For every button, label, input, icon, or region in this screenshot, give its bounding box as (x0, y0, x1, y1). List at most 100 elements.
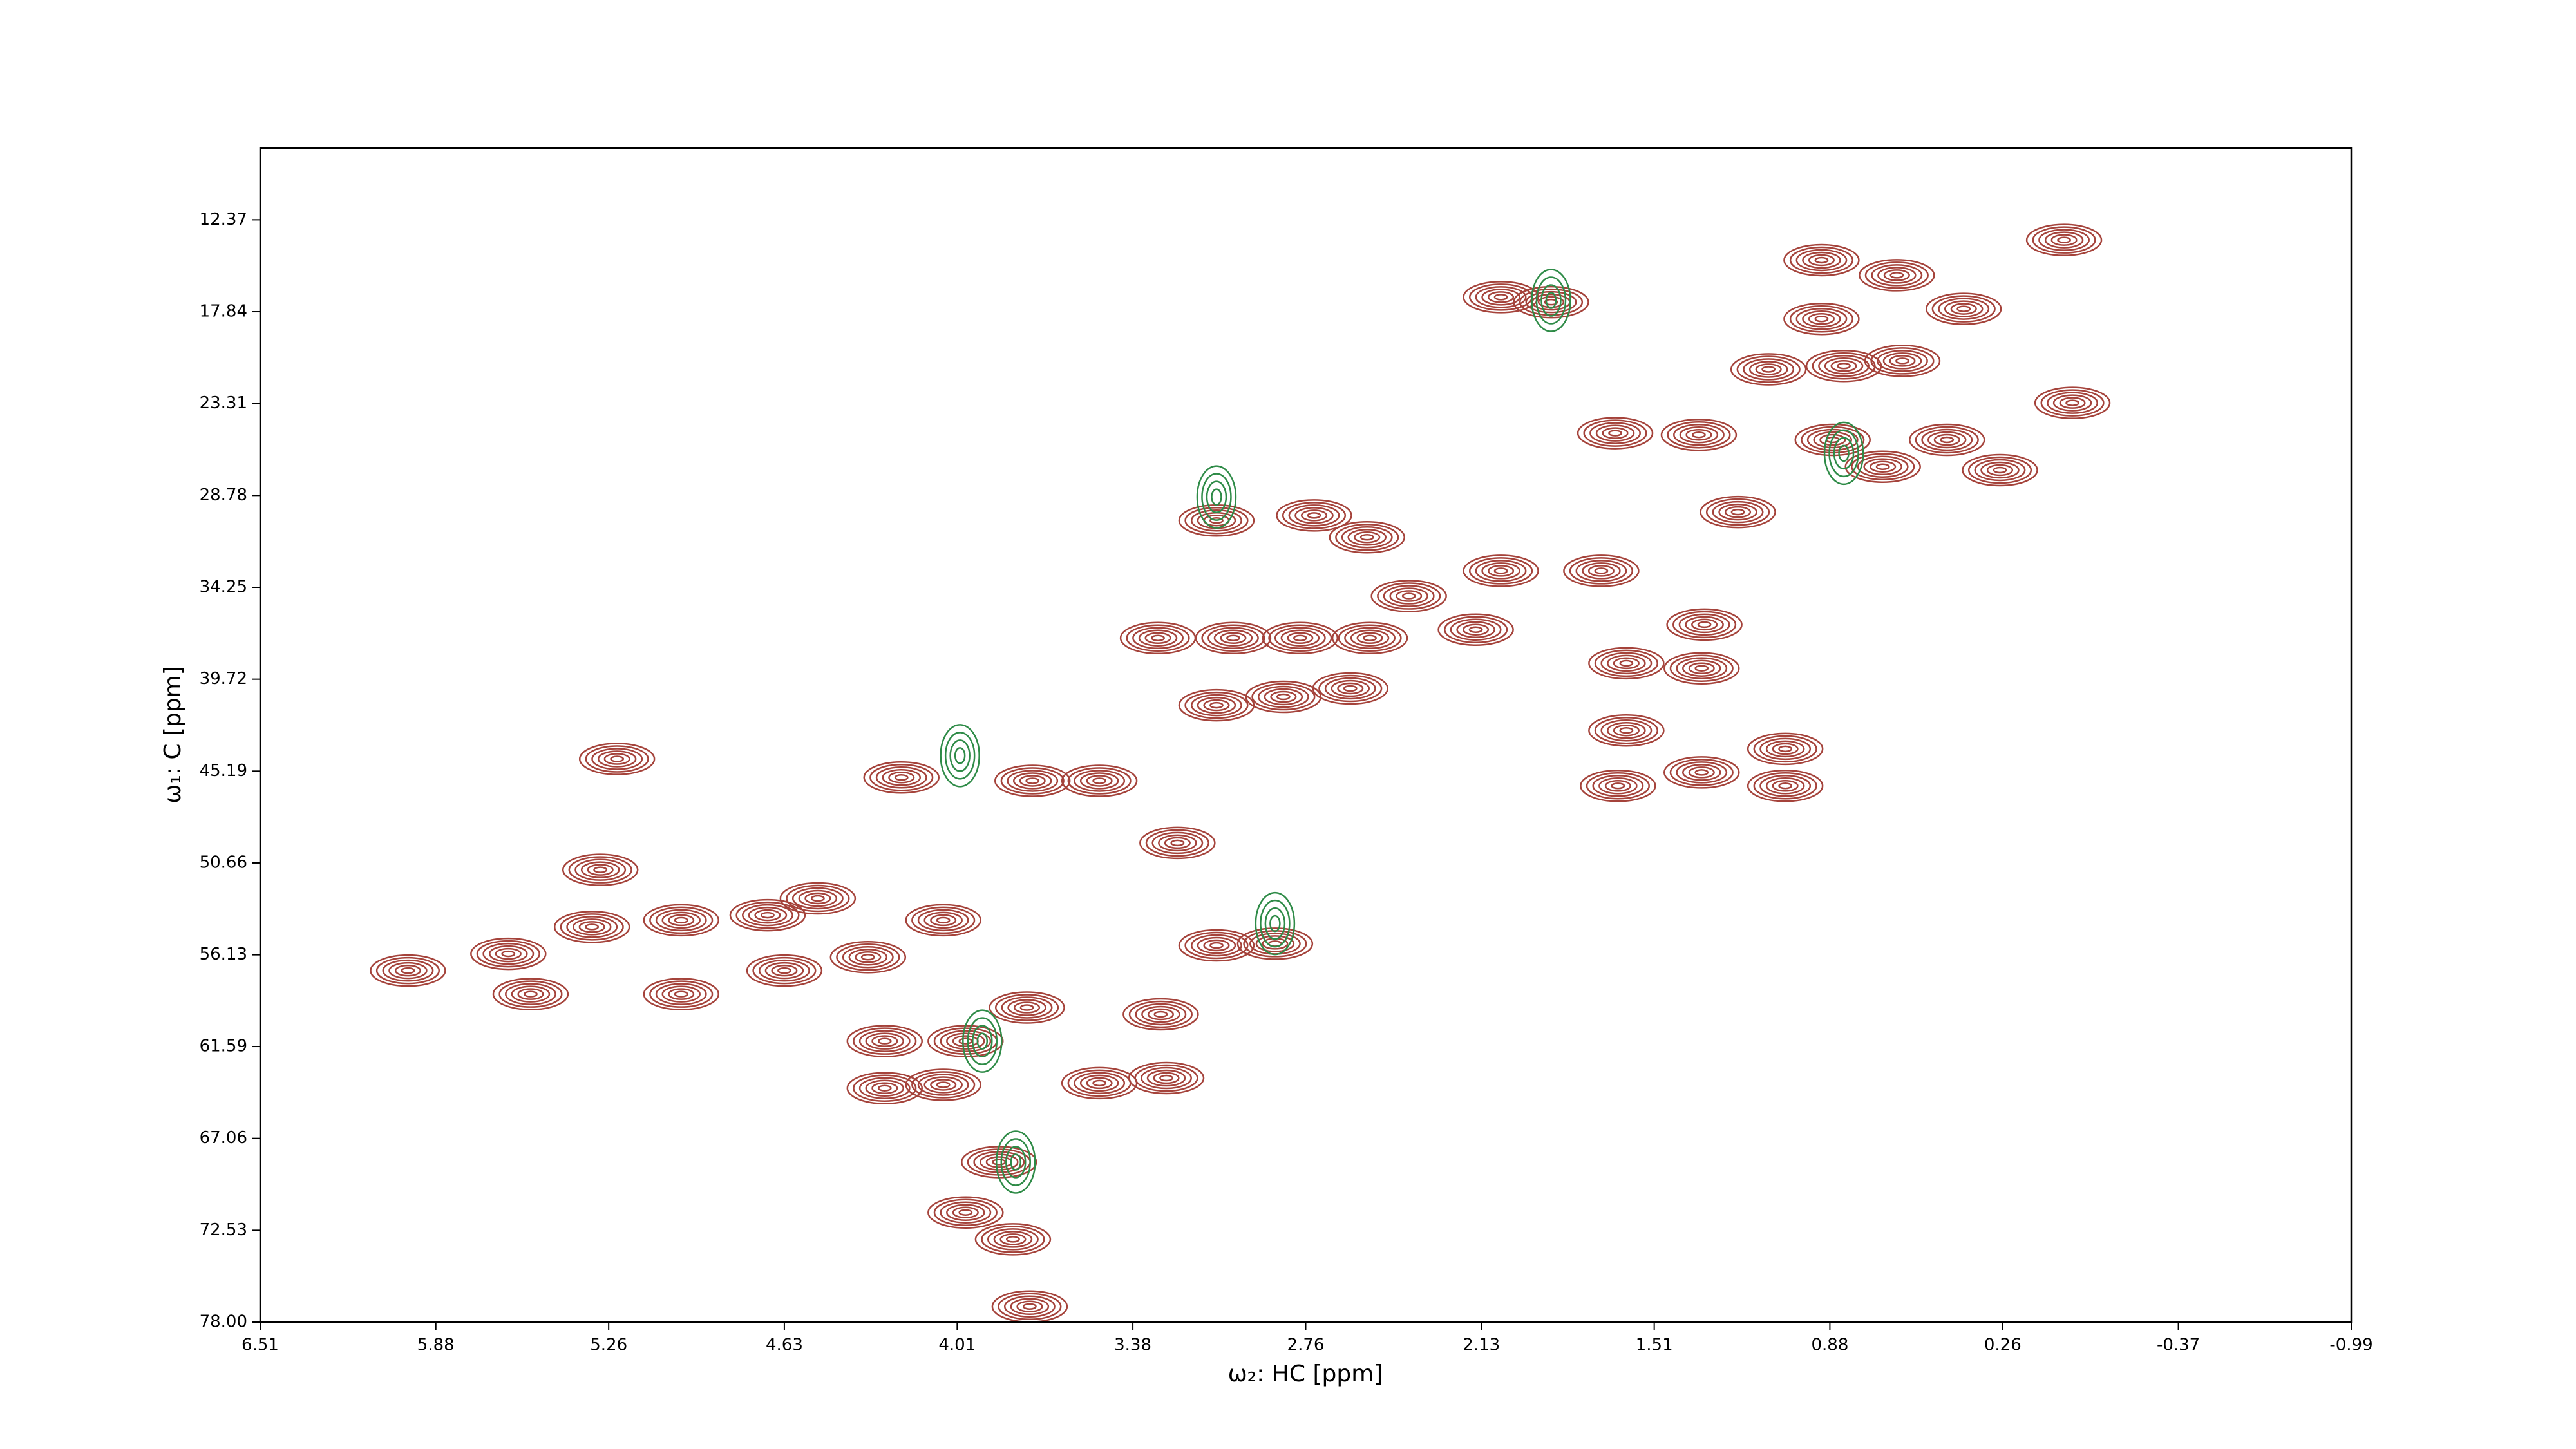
contour-level (791, 887, 844, 910)
contour-level (1613, 724, 1640, 737)
contour-level (1487, 291, 1515, 303)
contour-level (1870, 347, 1935, 375)
contour-level (930, 1079, 957, 1091)
contour-level (1153, 1072, 1180, 1084)
contour-level (1331, 679, 1370, 697)
contour-level (643, 904, 719, 937)
peak (1312, 672, 1389, 705)
contour-level (1086, 1077, 1113, 1090)
contour-level (1705, 498, 1770, 526)
contour-level (1519, 288, 1584, 316)
peak (846, 1025, 923, 1057)
contour-level (1882, 352, 1922, 370)
peak (1563, 554, 1640, 587)
contour-level (1255, 935, 1295, 952)
contour-level (505, 983, 556, 1005)
contour-level (1276, 693, 1291, 701)
contour-level (1962, 453, 2038, 487)
contour-level (2057, 236, 2071, 243)
contour-level (1588, 647, 1665, 680)
contour-level (954, 747, 966, 764)
contour-level (1863, 458, 1902, 475)
contour-level (1575, 560, 1627, 582)
contour-level (1128, 1061, 1205, 1095)
contour-level (1468, 557, 1533, 585)
contour-level (1755, 363, 1782, 375)
peak (746, 954, 823, 987)
y-tick-label: 78.00 (200, 1312, 247, 1332)
contour-level (1600, 652, 1653, 675)
contour-level (1141, 1005, 1180, 1023)
contour-level (1795, 307, 1848, 330)
contour-level (1838, 444, 1850, 462)
contour-level (987, 1228, 1039, 1251)
contour-level (1513, 285, 1589, 319)
contour-level (1944, 300, 1984, 317)
contour-level (1673, 423, 1725, 446)
contour-level (1159, 1074, 1173, 1082)
contour-level (2025, 223, 2103, 256)
contour-level (936, 916, 951, 924)
peak (1119, 621, 1197, 655)
contour-level (985, 1156, 1012, 1168)
contour-level (853, 1074, 917, 1102)
contour-level (1184, 691, 1249, 719)
contour-level (501, 950, 516, 958)
contour-level (836, 943, 900, 971)
contour-level (2052, 394, 2092, 412)
contour-level (1679, 426, 1719, 444)
contour-level (871, 1082, 898, 1094)
contour-level (1211, 488, 1222, 506)
contour-level (1276, 499, 1352, 532)
contour-level (661, 911, 701, 929)
y-tick-label: 56.13 (200, 945, 247, 964)
contour-level (498, 980, 563, 1008)
contour-level (1287, 632, 1314, 645)
contour-level (1525, 290, 1577, 314)
contour-level (1079, 1074, 1119, 1092)
peak (1962, 453, 2038, 487)
contour-level (855, 951, 882, 963)
contour-level (1724, 506, 1752, 518)
contour-level (1830, 360, 1857, 372)
contour-level (1086, 775, 1113, 787)
contour-level (1067, 767, 1132, 795)
contour-level (1660, 418, 1738, 451)
contour-level (1678, 613, 1730, 636)
contour-level (382, 959, 434, 982)
contour-level (1730, 508, 1745, 516)
peak (1331, 621, 1408, 655)
contour-level (1783, 243, 1860, 277)
contour-level (1736, 355, 1801, 383)
peak (2025, 223, 2103, 256)
peak (863, 761, 940, 794)
peak (1061, 764, 1138, 797)
contour-level (1544, 298, 1558, 306)
contour-level (1268, 624, 1332, 652)
contour-level (1765, 777, 1805, 795)
contour-level (1450, 618, 1502, 641)
contour-level (476, 940, 540, 968)
contour-level (1877, 350, 1928, 372)
contour-level (1209, 701, 1224, 709)
contour-level (655, 983, 707, 1005)
contour-level (981, 1226, 1045, 1253)
peak (1437, 613, 1514, 646)
contour-level (1255, 891, 1296, 956)
contour-level (894, 773, 909, 781)
contour-level (2044, 231, 2084, 249)
contour-level (1806, 428, 1859, 451)
peak (1276, 499, 1352, 532)
contour-level (1688, 766, 1715, 779)
peak (1805, 350, 1882, 383)
contour-level (923, 1076, 963, 1094)
contour-level (1208, 627, 1259, 650)
contour-level (1967, 456, 2032, 484)
contour-level (1823, 421, 1864, 486)
contour-level (933, 1198, 998, 1226)
contour-level (871, 1035, 898, 1047)
peak (1859, 259, 1935, 292)
contour-level (952, 1206, 979, 1218)
x-tick-label: 1.51 (1636, 1336, 1673, 1355)
contour-level (1294, 507, 1334, 524)
